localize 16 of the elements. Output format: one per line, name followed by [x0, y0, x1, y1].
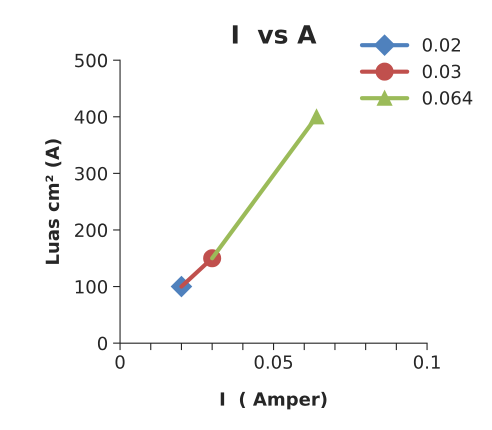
legend-label: 0.03: [422, 64, 460, 78]
y-tick-label: 100: [76, 280, 108, 294]
legend-label: 0.064: [422, 91, 472, 105]
y-tick-label: 0: [98, 336, 108, 350]
y-tick-label: 300: [75, 166, 108, 180]
x-tick-label: 0.05: [254, 355, 292, 369]
x-tick-label: 0.1: [414, 355, 440, 369]
y-tick-label: 400: [74, 110, 108, 124]
y-tick-label: 200: [75, 223, 108, 238]
chart-title: I vs A: [232, 25, 316, 44]
legend-label: 0.02: [422, 38, 460, 52]
y-tick-label: 500: [75, 54, 108, 68]
point: [308, 109, 324, 124]
x-axis-title: I ( Amper): [220, 392, 326, 410]
x-tick-label: 0: [115, 355, 125, 369]
y-axis-title: Luas cm² (A): [45, 139, 62, 264]
